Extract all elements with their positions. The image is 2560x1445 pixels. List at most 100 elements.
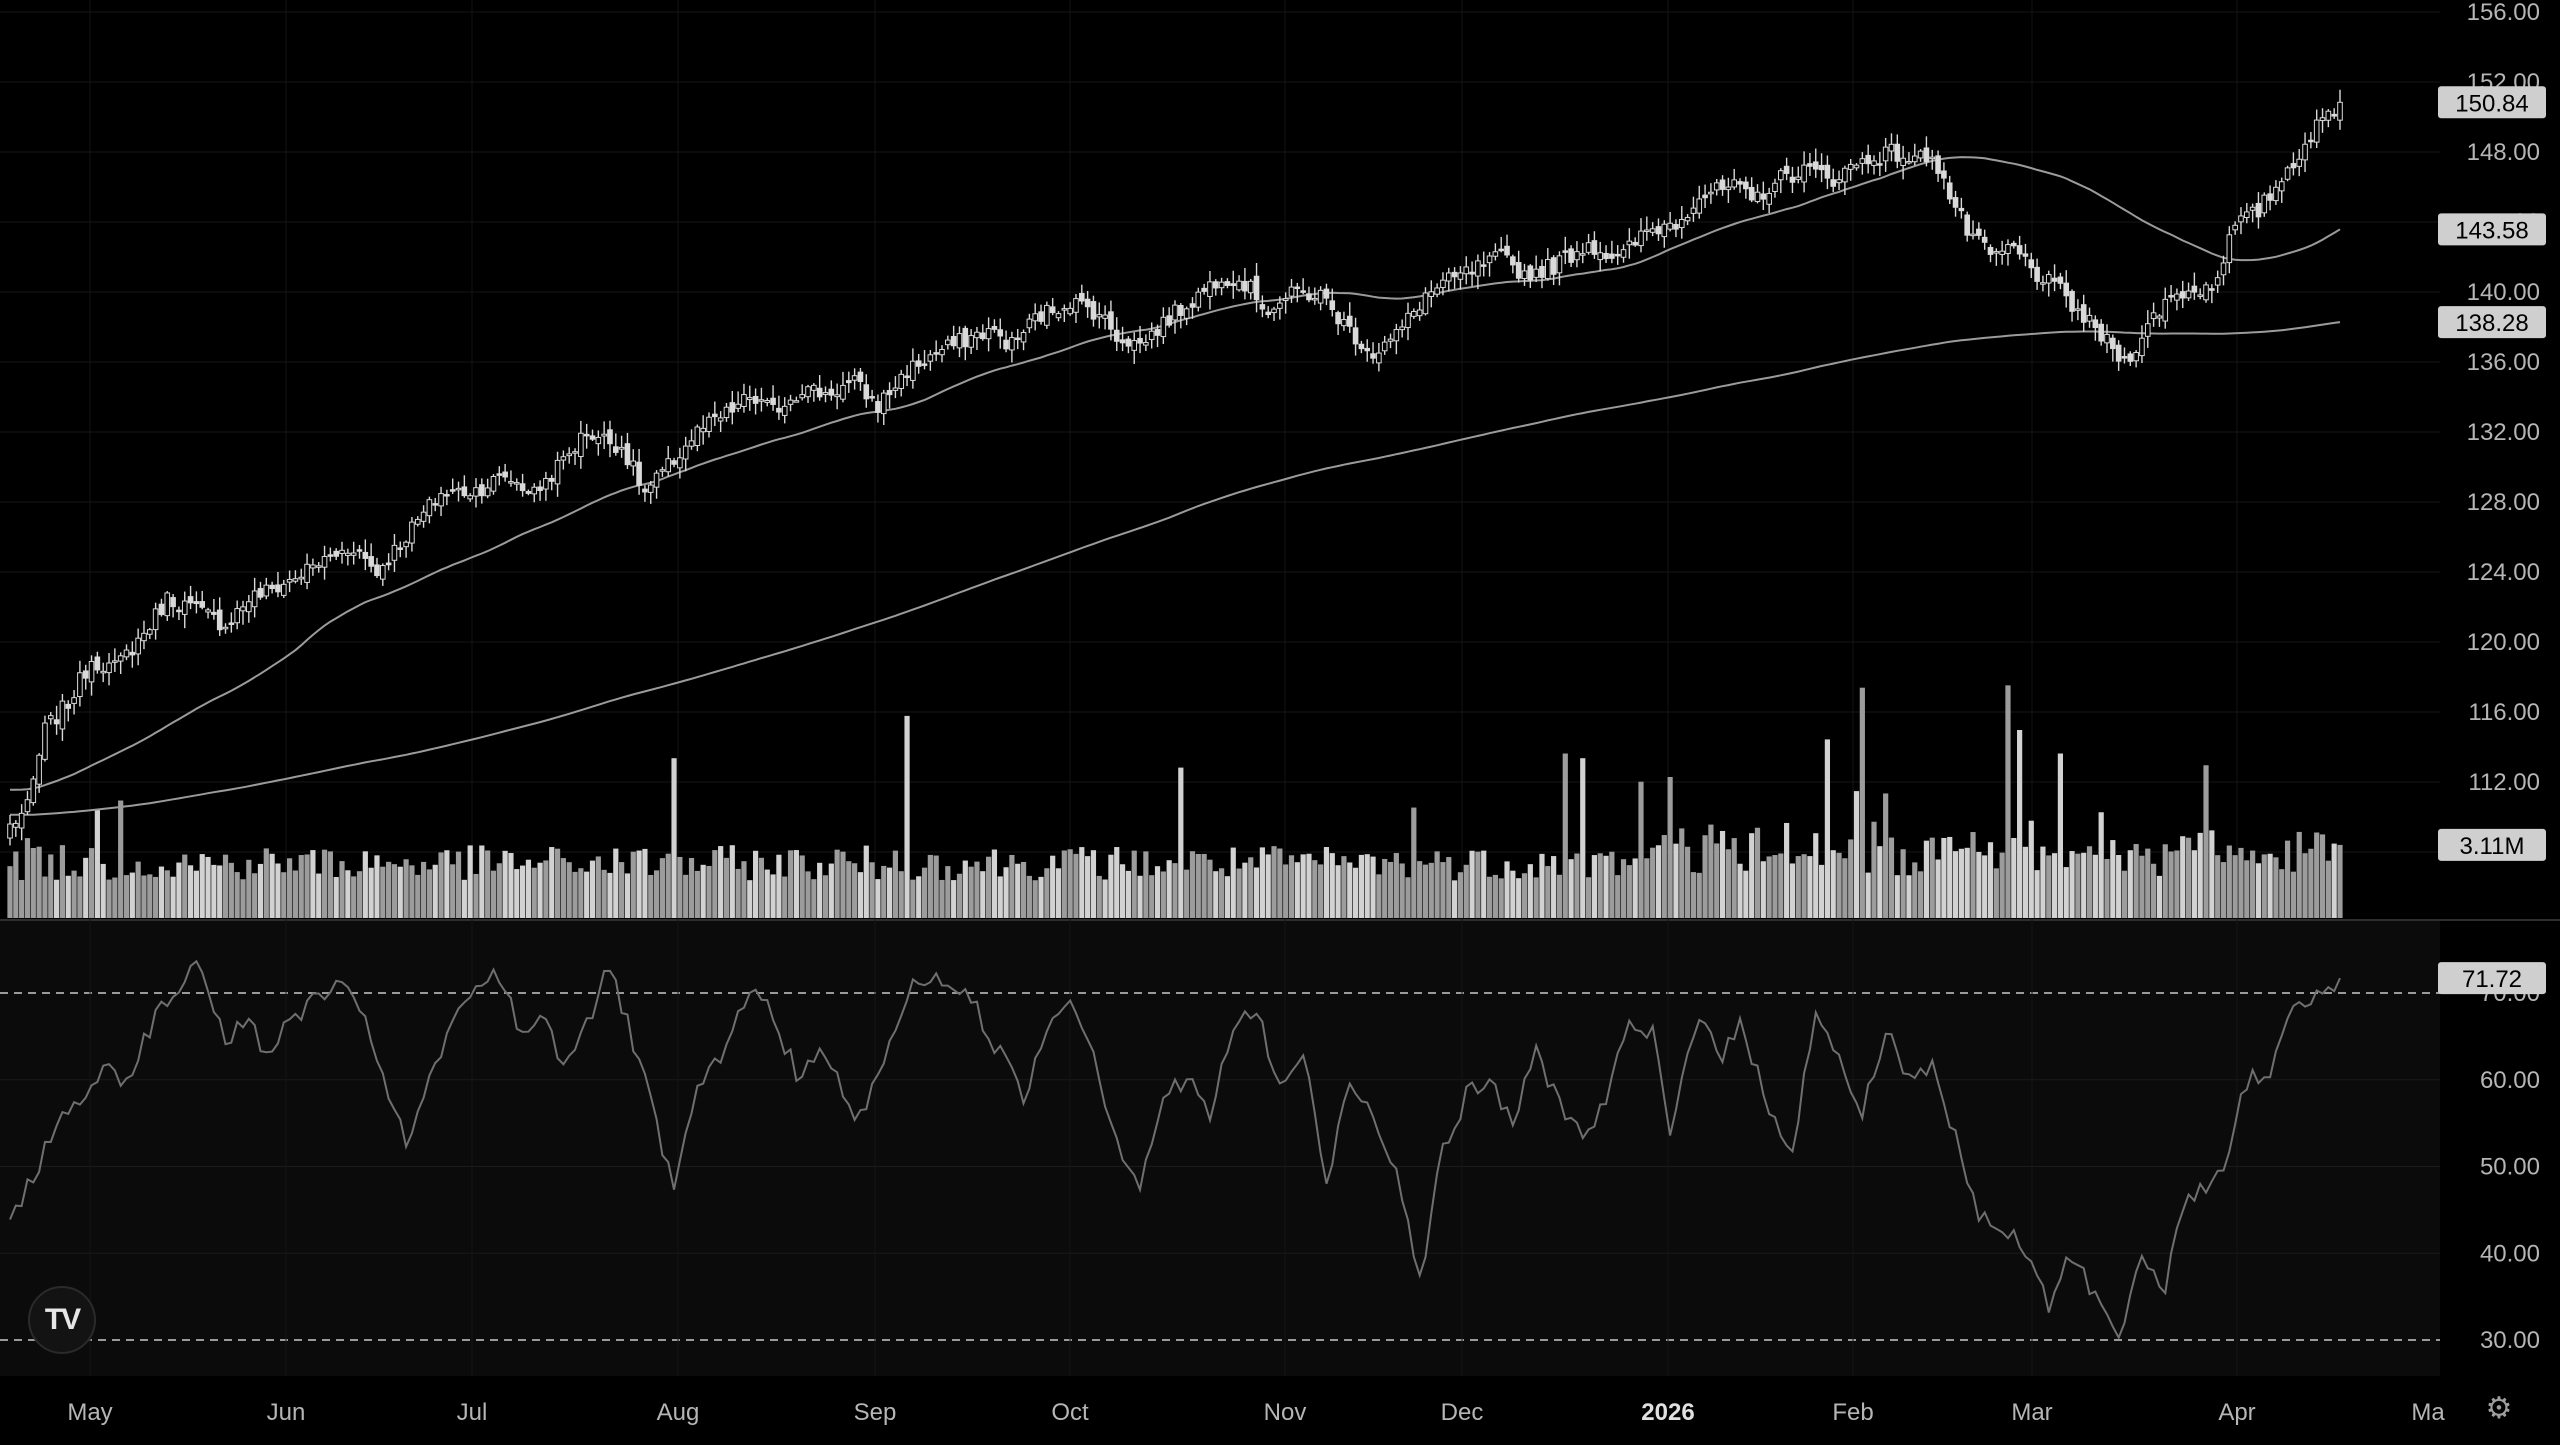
candle [793, 400, 800, 403]
volume-bar [1283, 864, 1289, 918]
volume-bar [1626, 865, 1632, 918]
candle [426, 499, 433, 517]
volume-bar [613, 848, 619, 918]
volume-bar [1306, 853, 1312, 918]
volume-bar [1964, 847, 1970, 918]
volume-bar [1352, 867, 1359, 918]
candle [1510, 256, 1516, 266]
candle [18, 812, 25, 829]
volume-bar [2220, 862, 2227, 918]
volume-bar [135, 861, 141, 918]
volume-bar [2040, 846, 2046, 918]
volume-bar [112, 877, 118, 918]
volume-bar [712, 850, 718, 918]
volume-bar [1818, 864, 1825, 918]
candle [222, 626, 229, 630]
volume-bar [1370, 856, 1376, 918]
volume-bar [601, 869, 607, 918]
volume-bar [1428, 862, 1434, 918]
volume-bar [1469, 850, 1475, 918]
price-tick-label: 112.00 [2468, 769, 2540, 796]
volume-bar [153, 876, 159, 918]
volume-bar [1224, 876, 1231, 918]
volume-bar [921, 867, 928, 918]
candle [723, 406, 730, 419]
volume-bar [2162, 844, 2168, 918]
volume-bar [1521, 873, 1528, 918]
candle [537, 486, 543, 491]
volume-bar [1527, 864, 1533, 918]
volume-bar [764, 869, 770, 918]
candle [997, 329, 1004, 337]
volume-bar [1457, 872, 1464, 918]
candle [1148, 330, 1155, 341]
rsi-pane[interactable] [0, 920, 2440, 1376]
volume-bar [1673, 843, 1679, 918]
volume-bar [1038, 876, 1044, 918]
candle [449, 489, 456, 492]
volume-bar [834, 849, 840, 918]
volume-bar [30, 847, 36, 918]
volume-bar [869, 862, 875, 918]
candle [1661, 223, 1668, 238]
volume-bar [351, 876, 357, 918]
candle [1847, 163, 1854, 170]
volume-bar [1172, 863, 1178, 918]
candle [1230, 283, 1237, 287]
candle [1993, 251, 2000, 254]
volume-bar [1859, 687, 1865, 918]
candle [1952, 197, 1959, 208]
candle [1172, 304, 1178, 321]
candle [746, 397, 753, 401]
candle [1137, 337, 1143, 344]
candle [1731, 179, 1738, 188]
candle [735, 403, 741, 409]
price-labels: 150.84 143.58 138.28 3.11M 71.72 [2438, 86, 2546, 995]
candle [1498, 248, 1505, 252]
candle [1288, 286, 1295, 297]
candle [1480, 264, 1487, 267]
candle [886, 390, 893, 396]
volume-bar [1504, 861, 1510, 918]
candle [1346, 315, 1353, 327]
candle [2313, 119, 2320, 143]
volume-bar [1422, 864, 1429, 918]
candle [1609, 253, 1615, 259]
candle [473, 487, 479, 497]
volume-bar [1801, 854, 1807, 918]
volume-bar [1329, 853, 1335, 918]
candle [828, 388, 835, 396]
time-tick-label: Dec [1441, 1399, 1484, 1426]
candle [2075, 308, 2081, 311]
candle [1055, 313, 1062, 319]
candle [2121, 356, 2128, 359]
candle [2197, 294, 2203, 297]
price-pane[interactable] [0, 0, 2440, 920]
gear-icon[interactable]: ⚙ [2485, 1392, 2513, 1425]
candle [1457, 272, 1464, 280]
candle [2232, 224, 2238, 231]
volume-bar [1772, 855, 1778, 918]
volume-bar [951, 880, 957, 918]
volume-bar [187, 865, 194, 918]
candle [129, 651, 136, 656]
price-series [7, 89, 2343, 846]
candle [642, 488, 648, 493]
time-tick-label: May [67, 1399, 112, 1426]
candle [1166, 315, 1172, 326]
candle [1067, 307, 1073, 315]
tradingview-logo-icon[interactable]: TV [28, 1286, 96, 1354]
volume-bar [234, 872, 240, 918]
candle [2331, 113, 2337, 117]
volume-bar [630, 851, 636, 918]
volume-bar [1259, 847, 1265, 918]
candle [1702, 194, 1708, 199]
time-tick-label: Ma [2411, 1399, 2445, 1426]
volume-bar [1865, 872, 1871, 918]
candle [1562, 250, 1569, 253]
candle [187, 596, 194, 604]
volume-bar [694, 870, 700, 918]
volume-bar [1382, 858, 1388, 918]
